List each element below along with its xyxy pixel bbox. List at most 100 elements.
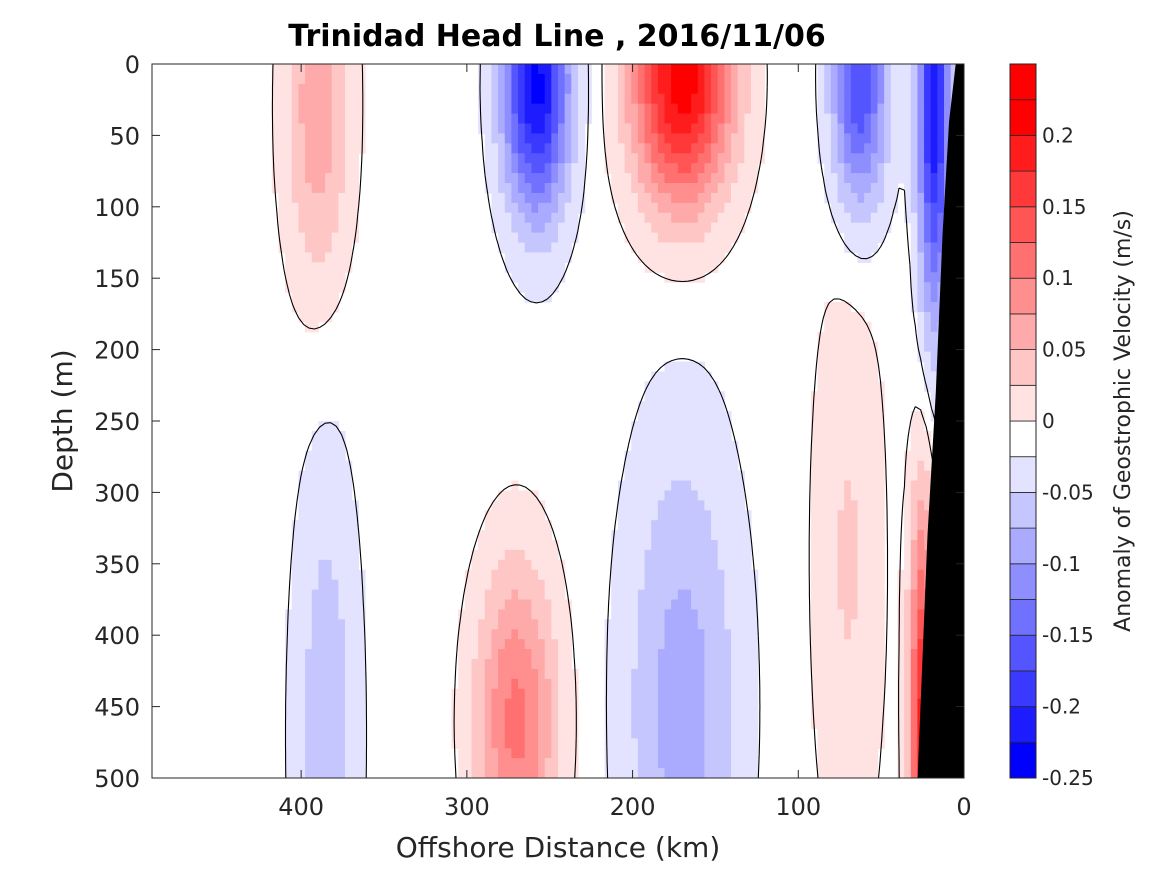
velocity-cell xyxy=(704,113,712,125)
velocity-cell xyxy=(731,460,739,472)
velocity-cell xyxy=(644,163,652,174)
velocity-cell xyxy=(305,589,313,601)
velocity-cell xyxy=(837,510,845,521)
velocity-cell xyxy=(724,758,732,769)
velocity-cell xyxy=(538,599,546,611)
velocity-cell xyxy=(890,113,899,125)
velocity-cell xyxy=(704,639,712,650)
velocity-cell xyxy=(511,668,519,680)
velocity-cell xyxy=(704,401,712,412)
velocity-cell xyxy=(877,728,885,739)
velocity-cell xyxy=(850,668,859,680)
velocity-cell xyxy=(571,202,579,214)
velocity-cell xyxy=(824,450,832,462)
velocity-cell xyxy=(318,103,326,115)
velocity-cell xyxy=(491,738,499,749)
velocity-cell xyxy=(864,768,872,778)
velocity-cell xyxy=(631,738,639,749)
velocity-cell xyxy=(664,559,672,571)
velocity-cell xyxy=(531,569,539,581)
velocity-cell xyxy=(498,639,506,650)
velocity-cell xyxy=(338,688,346,700)
velocity-cell xyxy=(844,143,852,154)
velocity-cell xyxy=(478,668,486,680)
velocity-cell xyxy=(325,212,333,224)
velocity-cell xyxy=(504,678,513,690)
velocity-cell xyxy=(850,758,859,769)
velocity-cell xyxy=(857,173,865,184)
velocity-cell xyxy=(731,629,739,640)
velocity-cell xyxy=(617,629,626,640)
velocity-cell xyxy=(711,73,719,85)
velocity-cell xyxy=(817,470,825,482)
velocity-cell xyxy=(491,688,499,700)
velocity-cell xyxy=(511,490,519,501)
velocity-cell xyxy=(318,123,326,135)
velocity-cell xyxy=(837,698,845,710)
velocity-cell xyxy=(604,133,612,144)
velocity-cell xyxy=(311,103,319,115)
velocity-cell xyxy=(930,113,938,125)
velocity-cell xyxy=(331,520,339,531)
velocity-cell xyxy=(824,311,832,323)
velocity-cell xyxy=(824,738,832,749)
velocity-cell xyxy=(644,559,652,571)
velocity-cell xyxy=(864,361,872,373)
velocity-cell xyxy=(664,252,672,263)
velocity-cell xyxy=(531,232,539,244)
velocity-cell xyxy=(731,123,739,135)
velocity-cell xyxy=(751,738,759,749)
velocity-cell xyxy=(877,540,885,551)
velocity-cell xyxy=(631,192,639,204)
velocity-cell xyxy=(524,609,532,620)
velocity-cell xyxy=(524,192,532,204)
velocity-cell xyxy=(478,579,486,591)
velocity-cell xyxy=(904,153,912,164)
velocity-cell xyxy=(850,192,859,204)
velocity-cell xyxy=(744,163,752,174)
velocity-cell xyxy=(631,222,639,234)
velocity-cell xyxy=(937,113,945,125)
velocity-cell xyxy=(305,639,313,650)
velocity-cell xyxy=(830,440,839,452)
velocity-cell xyxy=(857,559,865,571)
velocity-cell xyxy=(717,490,725,501)
velocity-cell xyxy=(917,222,925,234)
velocity-cell xyxy=(564,133,572,144)
velocity-cell xyxy=(571,73,579,85)
velocity-cell xyxy=(930,64,938,75)
velocity-cell xyxy=(345,688,353,700)
velocity-cell xyxy=(518,540,526,551)
velocity-cell xyxy=(285,73,293,85)
velocity-cell xyxy=(850,559,859,571)
velocity-cell xyxy=(830,401,839,412)
velocity-cell xyxy=(664,470,672,482)
velocity-cell xyxy=(305,549,313,561)
velocity-cell xyxy=(611,123,619,135)
velocity-cell xyxy=(677,123,686,135)
velocity-cell xyxy=(850,143,859,154)
velocity-cell xyxy=(657,173,666,184)
velocity-cell xyxy=(810,470,819,482)
velocity-cell xyxy=(844,331,852,343)
velocity-cell xyxy=(345,212,353,224)
velocity-cell xyxy=(271,123,280,135)
velocity-cell xyxy=(491,589,499,601)
velocity-cell xyxy=(671,143,679,154)
velocity-cell xyxy=(657,589,666,601)
velocity-cell xyxy=(890,183,899,194)
velocity-cell xyxy=(724,589,732,601)
velocity-cell xyxy=(864,153,872,164)
velocity-cell xyxy=(684,222,692,234)
velocity-cell xyxy=(617,599,626,611)
velocity-cell xyxy=(331,688,339,700)
velocity-cell xyxy=(291,123,300,135)
velocity-cell xyxy=(524,64,532,75)
velocity-cell xyxy=(298,93,306,105)
velocity-cell xyxy=(464,758,473,769)
velocity-cell xyxy=(737,728,745,739)
velocity-cell xyxy=(544,718,552,730)
velocity-cell xyxy=(518,629,526,640)
velocity-cell xyxy=(631,460,639,472)
